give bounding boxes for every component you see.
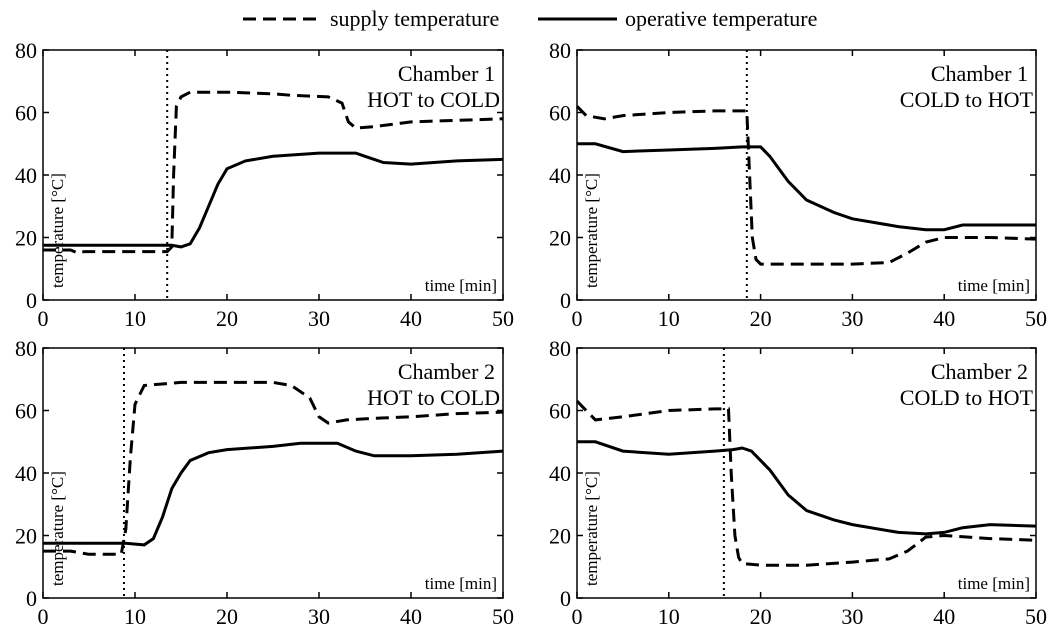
x-tick-label: 10: [124, 306, 146, 331]
x-tick-label: 30: [841, 604, 863, 629]
direction-subtitle: HOT to COLD: [367, 87, 500, 112]
y-tick-label: 0: [560, 586, 571, 611]
plot-frame: [42, 49, 504, 301]
y-tick-label: 60: [15, 101, 37, 126]
y-tick-label: 80: [15, 336, 37, 361]
y-tick-label: 60: [15, 399, 37, 424]
y-tick-label: 20: [15, 524, 37, 549]
y-tick-label: 20: [549, 524, 571, 549]
y-tick-label: 60: [549, 399, 571, 424]
supply-temperature-line: [575, 105, 1037, 266]
x-axis-label: time [min]: [958, 276, 1030, 295]
supply-temperature-line: [43, 90, 504, 255]
plot-frame: [42, 347, 504, 599]
x-axis-label: time [min]: [425, 276, 497, 295]
x-tick-label: 30: [308, 306, 330, 331]
x-tick-label: 50: [1025, 306, 1047, 331]
y-tick-label: 20: [15, 226, 37, 251]
y-tick-label: 80: [549, 38, 571, 63]
y-tick-label: 20: [549, 226, 571, 251]
y-tick-label: 0: [560, 288, 571, 313]
x-tick-label: 50: [492, 604, 514, 629]
plot-frame: [576, 347, 1037, 599]
x-tick-label: 0: [572, 306, 583, 331]
supply-temperature-line: [43, 380, 504, 556]
x-tick-label: 30: [841, 306, 863, 331]
direction-subtitle: HOT to COLD: [367, 385, 500, 410]
y-axis-label: temperature [°C]: [48, 471, 67, 586]
x-tick-label: 40: [400, 306, 422, 331]
y-tick-label: 80: [15, 38, 37, 63]
operative-temperature-line: [43, 151, 504, 249]
chamber-title: Chamber 1: [398, 61, 495, 86]
chamber-title: Chamber 2: [931, 359, 1028, 384]
y-tick-label: 80: [549, 336, 571, 361]
y-tick-label: 0: [26, 288, 37, 313]
y-axis-label: temperature [°C]: [582, 173, 601, 288]
legend-operative-label: operative temperature: [625, 6, 817, 31]
operative-temperature-line: [577, 440, 1037, 536]
x-tick-label: 0: [38, 306, 49, 331]
chamber-title: Chamber 2: [398, 359, 495, 384]
x-tick-label: 30: [308, 604, 330, 629]
y-tick-label: 0: [26, 586, 37, 611]
x-tick-label: 40: [400, 604, 422, 629]
y-axis-label: temperature [°C]: [582, 471, 601, 586]
x-tick-label: 40: [933, 604, 955, 629]
x-tick-label: 10: [658, 604, 680, 629]
x-tick-label: 20: [216, 306, 238, 331]
x-tick-label: 10: [658, 306, 680, 331]
x-axis-label: time [min]: [958, 574, 1030, 593]
legend: supply temperature operative temperature: [243, 6, 817, 31]
plot-frame: [576, 49, 1037, 301]
x-tick-label: 20: [750, 306, 772, 331]
x-tick-label: 40: [933, 306, 955, 331]
x-tick-label: 10: [124, 604, 146, 629]
chamber-title: Chamber 1: [931, 61, 1028, 86]
y-tick-label: 40: [15, 163, 37, 188]
x-tick-label: 20: [216, 604, 238, 629]
operative-temperature-line: [43, 441, 504, 547]
x-tick-label: 0: [38, 604, 49, 629]
legend-supply-label: supply temperature: [330, 6, 499, 31]
y-tick-label: 40: [549, 461, 571, 486]
direction-subtitle: COLD to HOT: [900, 385, 1034, 410]
y-tick-label: 40: [15, 461, 37, 486]
x-tick-label: 20: [750, 604, 772, 629]
operative-temperature-line: [577, 142, 1036, 232]
x-tick-label: 0: [572, 604, 583, 629]
direction-subtitle: COLD to HOT: [900, 87, 1034, 112]
y-axis-label: temperature [°C]: [48, 173, 67, 288]
supply-temperature-line: [575, 400, 1037, 567]
y-tick-label: 40: [549, 163, 571, 188]
x-axis-label: time [min]: [425, 574, 497, 593]
x-tick-label: 50: [492, 306, 514, 331]
x-tick-label: 50: [1025, 604, 1047, 629]
y-tick-label: 60: [549, 101, 571, 126]
